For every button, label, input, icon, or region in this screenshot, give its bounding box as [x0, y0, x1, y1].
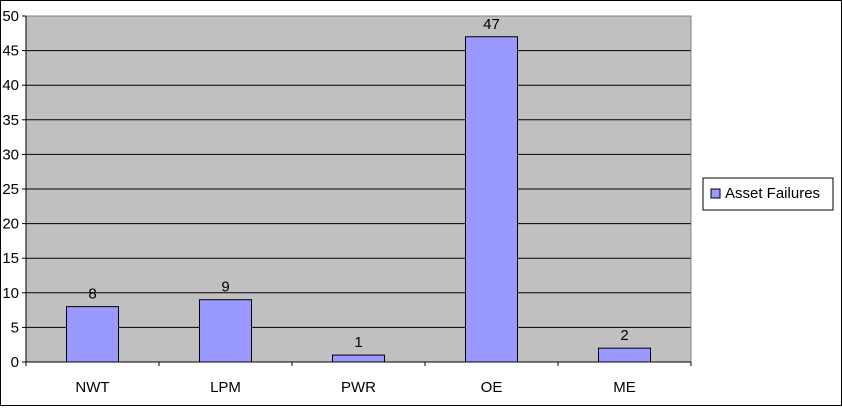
x-tick-label: NWT [75, 379, 109, 396]
legend-swatch [710, 188, 721, 199]
y-tick-label: 5 [11, 319, 19, 336]
y-tick-label: 15 [2, 250, 19, 267]
legend: Asset Failures [702, 177, 834, 211]
data-label: 47 [483, 16, 500, 33]
legend-box [702, 177, 834, 211]
x-tick-label: PWR [341, 379, 376, 396]
bar-lpm [199, 299, 252, 363]
y-tick-label: 45 [2, 43, 19, 60]
bar-pwr [332, 354, 385, 363]
y-tick-label: 0 [11, 354, 19, 371]
plot-area: 0 5 10 15 20 25 30 35 40 45 50 8 NWT 9 LPM 1 PWR 47 OE 2 ME [2, 8, 692, 396]
y-tick-label: 20 [2, 216, 19, 233]
legend-label: Asset Failures [725, 185, 820, 202]
x-tick-label: LPM [210, 379, 241, 396]
x-tick-label: ME [613, 379, 636, 396]
x-tick-label: OE [481, 379, 503, 396]
y-tick-label: 25 [2, 181, 19, 198]
bar-nwt [66, 306, 119, 363]
y-tick-label: 30 [2, 146, 19, 163]
y-tick-label: 50 [2, 8, 19, 25]
data-label: 9 [221, 279, 229, 296]
bar-me [598, 347, 651, 363]
data-label: 2 [620, 327, 628, 344]
y-tick-label: 10 [2, 285, 19, 302]
y-tick-label: 40 [2, 77, 19, 94]
data-label: 1 [354, 334, 362, 351]
bar-oe [465, 36, 518, 363]
data-label: 8 [88, 286, 96, 303]
y-tick-label: 35 [2, 112, 19, 129]
